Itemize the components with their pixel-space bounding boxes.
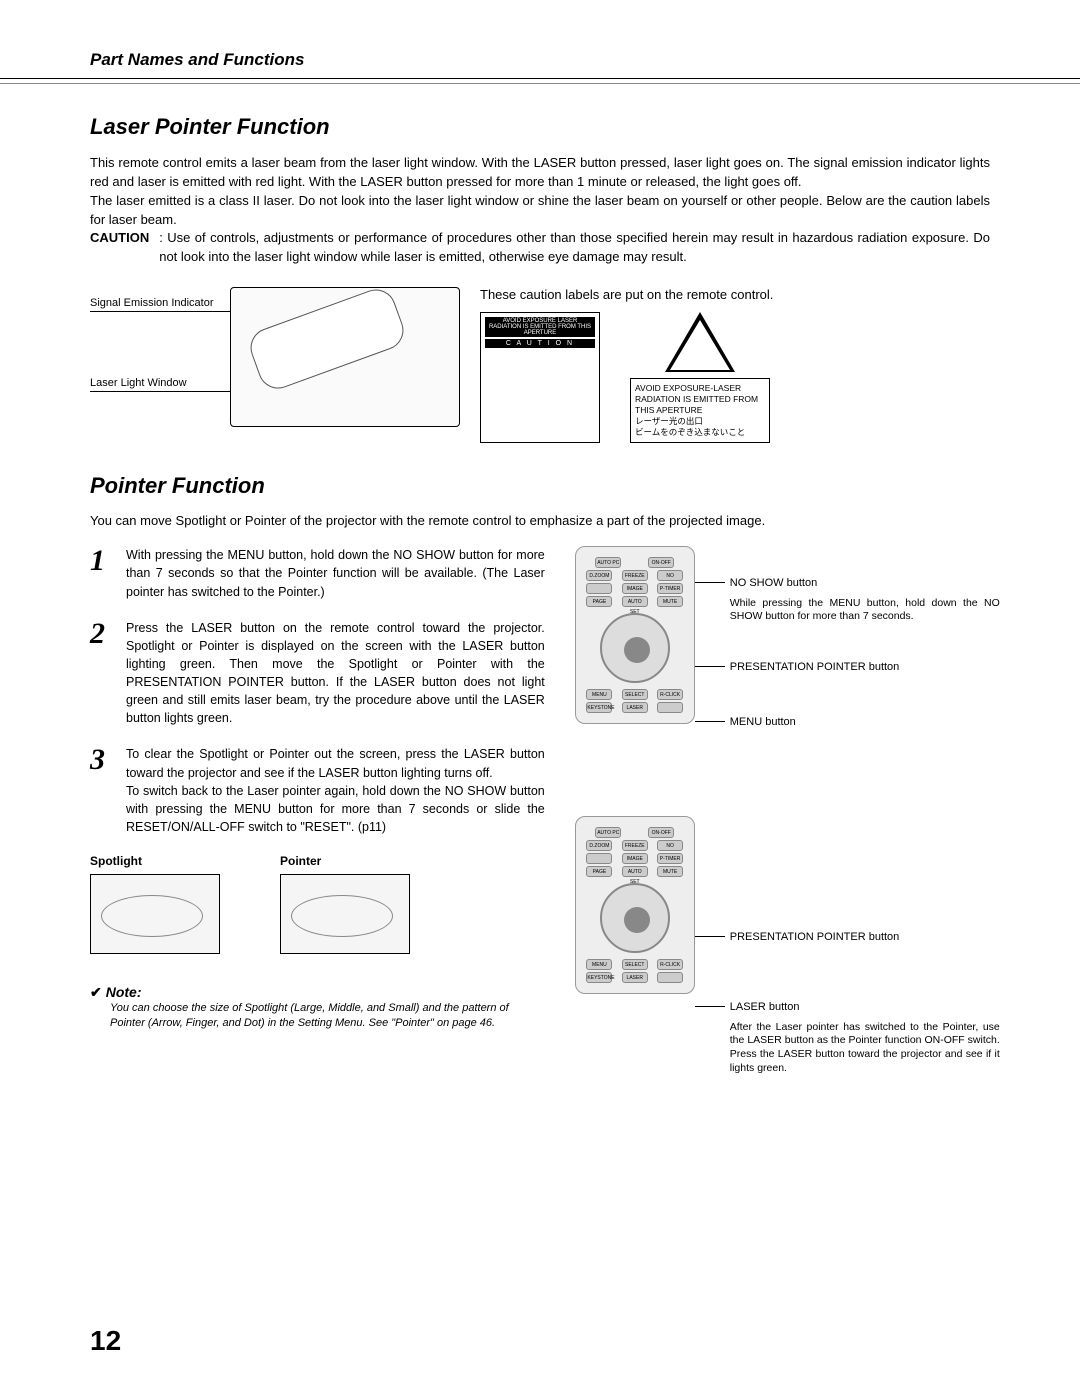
warning-triangle-block: AVOID EXPOSURE-LASER RADIATION IS EMITTE… <box>630 312 770 443</box>
note-body: You can choose the size of Spotlight (La… <box>110 1001 530 1032</box>
pointer-two-col: 1With pressing the MENU button, hold dow… <box>90 546 990 1136</box>
no-show-callout: NO SHOW button While pressing the MENU b… <box>730 576 1000 624</box>
remote-drawing <box>230 287 460 427</box>
pres-pointer-callout-2: PRESENTATION POINTER button <box>730 930 1000 944</box>
caution-sticker: AVOID EXPOSURE LASER RADIATION IS EMITTE… <box>480 312 600 443</box>
steps-column: 1With pressing the MENU button, hold dow… <box>90 546 545 1136</box>
caution-labels-intro: These caution labels are put on the remo… <box>480 287 980 302</box>
laser-callout: LASER button After the Laser pointer has… <box>730 1000 1000 1075</box>
note-label: Note: <box>90 984 545 1001</box>
laser-warning-icon <box>665 312 735 372</box>
note-block: Note: You can choose the size of Spotlig… <box>90 984 545 1032</box>
pres-pointer-callout: PRESENTATION POINTER button <box>730 660 1000 674</box>
laser-window-label: Laser Light Window <box>90 377 187 389</box>
step-text: To clear the Spotlight or Pointer out th… <box>126 745 545 836</box>
caution-block: CAUTION : Use of controls, adjustments o… <box>90 229 990 267</box>
example-images-row: Spotlight Pointer <box>90 854 545 954</box>
step-number: 2 <box>90 619 114 728</box>
step-number: 3 <box>90 745 114 836</box>
pointer-image <box>280 874 410 954</box>
remote-diagram-1: AUTO PCON-OFF D.ZOOMFREEZENO SHOW IMAGEP… <box>575 546 990 776</box>
caution-body: : Use of controls, adjustments or perfor… <box>159 229 990 267</box>
pointer-title: Pointer Function <box>90 473 990 499</box>
step-number: 1 <box>90 546 114 600</box>
dpad-icon <box>600 883 670 953</box>
remote-illustration-block: Signal Emission Indicator Laser Light Wi… <box>90 287 470 443</box>
section-label: Part Names and Functions <box>90 50 304 69</box>
pointer-intro: You can move Spotlight or Pointer of the… <box>90 513 990 528</box>
remote-bottom-diagram: AUTO PCON-OFF D.ZOOMFREEZENO SHOW IMAGEP… <box>575 816 695 994</box>
menu-callout: MENU button <box>730 715 1000 729</box>
dpad-icon <box>600 613 670 683</box>
laser-para1: This remote control emits a laser beam f… <box>90 154 990 192</box>
page-number: 12 <box>90 1325 121 1357</box>
remote-diagram-2: AUTO PCON-OFF D.ZOOMFREEZENO SHOW IMAGEP… <box>575 816 990 1096</box>
page-header: Part Names and Functions <box>0 0 1080 79</box>
header-rule <box>0 83 1080 84</box>
pointer-example: Pointer <box>280 854 430 954</box>
laser-title: Laser Pointer Function <box>90 114 990 140</box>
laser-para2: The laser emitted is a class II laser. D… <box>90 192 990 230</box>
spotlight-image <box>90 874 220 954</box>
signal-emission-label: Signal Emission Indicator <box>90 297 214 309</box>
laser-figure-row: Signal Emission Indicator Laser Light Wi… <box>90 287 990 443</box>
step: 1With pressing the MENU button, hold dow… <box>90 546 545 600</box>
spotlight-example: Spotlight <box>90 854 240 954</box>
triangle-text: AVOID EXPOSURE-LASER RADIATION IS EMITTE… <box>630 378 770 443</box>
step: 2Press the LASER button on the remote co… <box>90 619 545 728</box>
step-text: With pressing the MENU button, hold down… <box>126 546 545 600</box>
page-content: Laser Pointer Function This remote contr… <box>0 114 1080 1136</box>
caution-lead: CAUTION <box>90 229 149 267</box>
step: 3To clear the Spotlight or Pointer out t… <box>90 745 545 836</box>
step-text: Press the LASER button on the remote con… <box>126 619 545 728</box>
diagrams-column: AUTO PCON-OFF D.ZOOMFREEZENO SHOW IMAGEP… <box>575 546 990 1136</box>
remote-top-diagram: AUTO PCON-OFF D.ZOOMFREEZENO SHOW IMAGEP… <box>575 546 695 724</box>
caution-labels-block: These caution labels are put on the remo… <box>480 287 980 443</box>
